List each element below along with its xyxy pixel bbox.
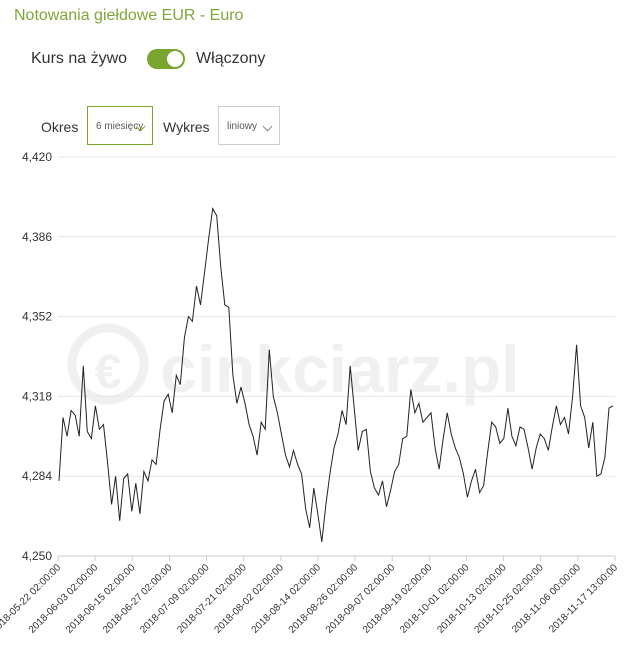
x-tick-label: 2018-09-07 02:00:00 [324, 562, 398, 636]
toggle-knob [167, 51, 184, 67]
x-tick-label: 2018-11-06 00:00:00 [510, 562, 583, 635]
period-select-value: 6 miesięcy [96, 121, 144, 132]
y-tick-label: 4,386 [22, 230, 52, 244]
page-title: Notowania giełdowe EUR - Euro [14, 7, 244, 24]
x-tick-label: 2018-06-03 02:00:00 [27, 562, 101, 636]
chart-type-label: Wykres [163, 119, 210, 135]
watermark-text: cinkciarz.pl [160, 332, 520, 406]
x-tick-label: 2018-10-01 02:00:00 [398, 562, 472, 636]
y-tick-label: 4,318 [22, 389, 52, 403]
x-tick-label: 2018-10-25 02:00:00 [472, 562, 546, 636]
series-line [58, 207, 614, 542]
watermark-symbol: € [95, 346, 122, 399]
chart-controls: Okres 6 miesięcy Wykres liniowy [0, 106, 630, 148]
live-rate-label: Kurs na żywo [31, 50, 128, 67]
y-tick-label: 4,420 [22, 150, 52, 164]
y-tick-label: 4,352 [22, 310, 52, 324]
x-tick-label: 2018-11-17 13:00:00 [547, 562, 620, 635]
period-select[interactable]: 6 miesięcy [87, 106, 153, 145]
y-tick-label: 4,250 [22, 549, 52, 563]
x-tick-label: 2018-07-21 02:00:00 [175, 562, 249, 636]
x-tick-label: 2018-06-27 02:00:00 [101, 562, 175, 636]
x-tick-label: 2018-08-26 02:00:00 [287, 562, 361, 636]
chart-type-select[interactable]: liniowy [218, 106, 280, 145]
y-tick-label: 4,284 [22, 469, 52, 483]
chart-type-select-value: liniowy [227, 121, 258, 132]
watermark: € cinkciarz.pl [67, 323, 520, 406]
x-tick-label: 2018-10-13 02:00:00 [435, 562, 509, 636]
live-rate-row: Kurs na żywo Włączony [31, 48, 265, 70]
x-tick-label: 2018-09-19 02:00:00 [361, 562, 435, 636]
x-tick-label: 2018-08-14 02:00:00 [250, 562, 324, 636]
live-rate-toggle[interactable] [147, 49, 186, 69]
live-rate-state: Włączony [196, 50, 266, 67]
x-tick-label: 2018-08-02 02:00:00 [212, 562, 286, 636]
x-tick-label: 2018-06-15 02:00:00 [64, 562, 138, 636]
period-label: Okres [41, 119, 79, 135]
watermark-coin-icon [67, 323, 149, 405]
x-tick-label: 2018-07-09 02:00:00 [138, 562, 212, 636]
